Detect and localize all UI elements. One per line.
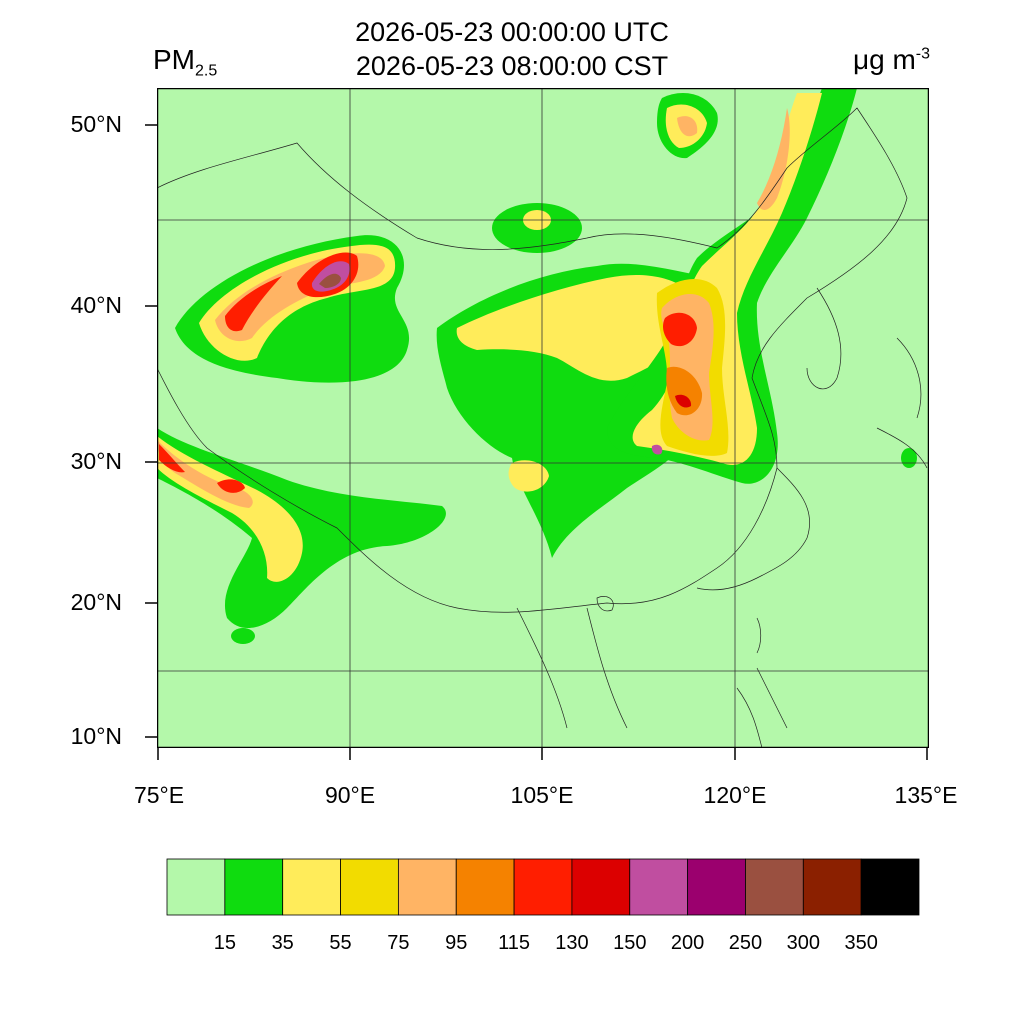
lat-label-10: 10°N bbox=[70, 723, 122, 749]
contour-india-35 bbox=[231, 628, 255, 644]
colorbar-label: 250 bbox=[728, 932, 763, 954]
colorbar-label: 95 bbox=[445, 932, 468, 954]
colorbar-swatch bbox=[802, 858, 862, 916]
lon-label-105: 105°E bbox=[510, 782, 574, 808]
contour-ncp-200 bbox=[651, 444, 663, 455]
map-frame bbox=[157, 88, 929, 748]
pollution-contours bbox=[157, 88, 917, 644]
colorbar-label: 150 bbox=[613, 932, 647, 954]
pm25-map bbox=[157, 88, 929, 748]
boundary-taiwan bbox=[756, 617, 762, 654]
contour-sw-130b bbox=[217, 479, 245, 493]
colorbar-label: 115 bbox=[498, 932, 530, 954]
colorbar-swatch bbox=[513, 858, 573, 916]
title-cst: 2026-05-23 08:00:00 CST bbox=[355, 51, 669, 81]
colorbar-label: 200 bbox=[670, 932, 705, 954]
map-ticks bbox=[145, 124, 928, 760]
title-utc: 2026-05-23 00:00:00 UTC bbox=[355, 17, 669, 47]
colorbar-swatch bbox=[629, 858, 689, 916]
map-boundaries bbox=[157, 107, 928, 748]
contour-ne-95 bbox=[757, 108, 790, 210]
contour-ncp-150 bbox=[675, 394, 692, 408]
colorbar-swatch bbox=[282, 858, 341, 916]
colorbar-swatch bbox=[571, 858, 631, 916]
lat-label-30: 30°N bbox=[70, 448, 122, 474]
contour-c-55 bbox=[456, 274, 707, 381]
boundary-china-outline bbox=[157, 107, 908, 613]
lon-label-75: 75°E bbox=[133, 782, 185, 808]
lat-label-50: 50°N bbox=[70, 111, 122, 137]
boundary-indochina bbox=[516, 607, 628, 729]
colorbar-swatch bbox=[455, 858, 515, 916]
colorbar-swatch bbox=[397, 858, 457, 916]
contour-ne-95b bbox=[677, 116, 698, 137]
colorbar-label: 55 bbox=[329, 932, 352, 954]
colorbar-label: 300 bbox=[786, 932, 820, 954]
contour-nw-250 bbox=[319, 273, 341, 288]
boundary-korea bbox=[806, 287, 842, 390]
boundary-coast-east bbox=[696, 467, 810, 591]
contour-c-55b bbox=[508, 460, 549, 492]
colorbar-label: 15 bbox=[213, 932, 236, 954]
colorbar-label: 130 bbox=[555, 932, 589, 954]
colorbar-label: 75 bbox=[387, 932, 410, 954]
colorbar-swatch bbox=[745, 858, 804, 916]
colorbar-swatch bbox=[687, 858, 746, 916]
lon-label-135: 135°E bbox=[894, 782, 958, 808]
contour-ncp-115 bbox=[666, 366, 703, 416]
colorbar-swatch bbox=[860, 858, 920, 916]
contour-ncp-130 bbox=[663, 312, 697, 347]
colorbar-swatch bbox=[224, 858, 284, 916]
contour-nw-130 bbox=[225, 276, 282, 332]
contour-sw-130 bbox=[159, 444, 185, 473]
lat-label-20: 20°N bbox=[70, 589, 122, 615]
variable-label: PM2.5 bbox=[153, 44, 218, 80]
lon-label-90: 90°E bbox=[324, 782, 376, 808]
colorbar-swatch bbox=[340, 858, 399, 916]
colorbar-swatch bbox=[166, 858, 226, 916]
colorbar-label: 350 bbox=[844, 932, 878, 954]
lat-label-40: 40°N bbox=[70, 292, 122, 318]
boundary-hainan bbox=[596, 596, 614, 612]
boundary-philippines bbox=[736, 667, 788, 748]
colorbar-label: 35 bbox=[271, 932, 294, 954]
lon-label-120: 120°E bbox=[703, 782, 767, 808]
colorbar bbox=[166, 858, 920, 916]
unit-label: μg m-3 bbox=[852, 44, 930, 75]
graticule bbox=[157, 88, 929, 748]
